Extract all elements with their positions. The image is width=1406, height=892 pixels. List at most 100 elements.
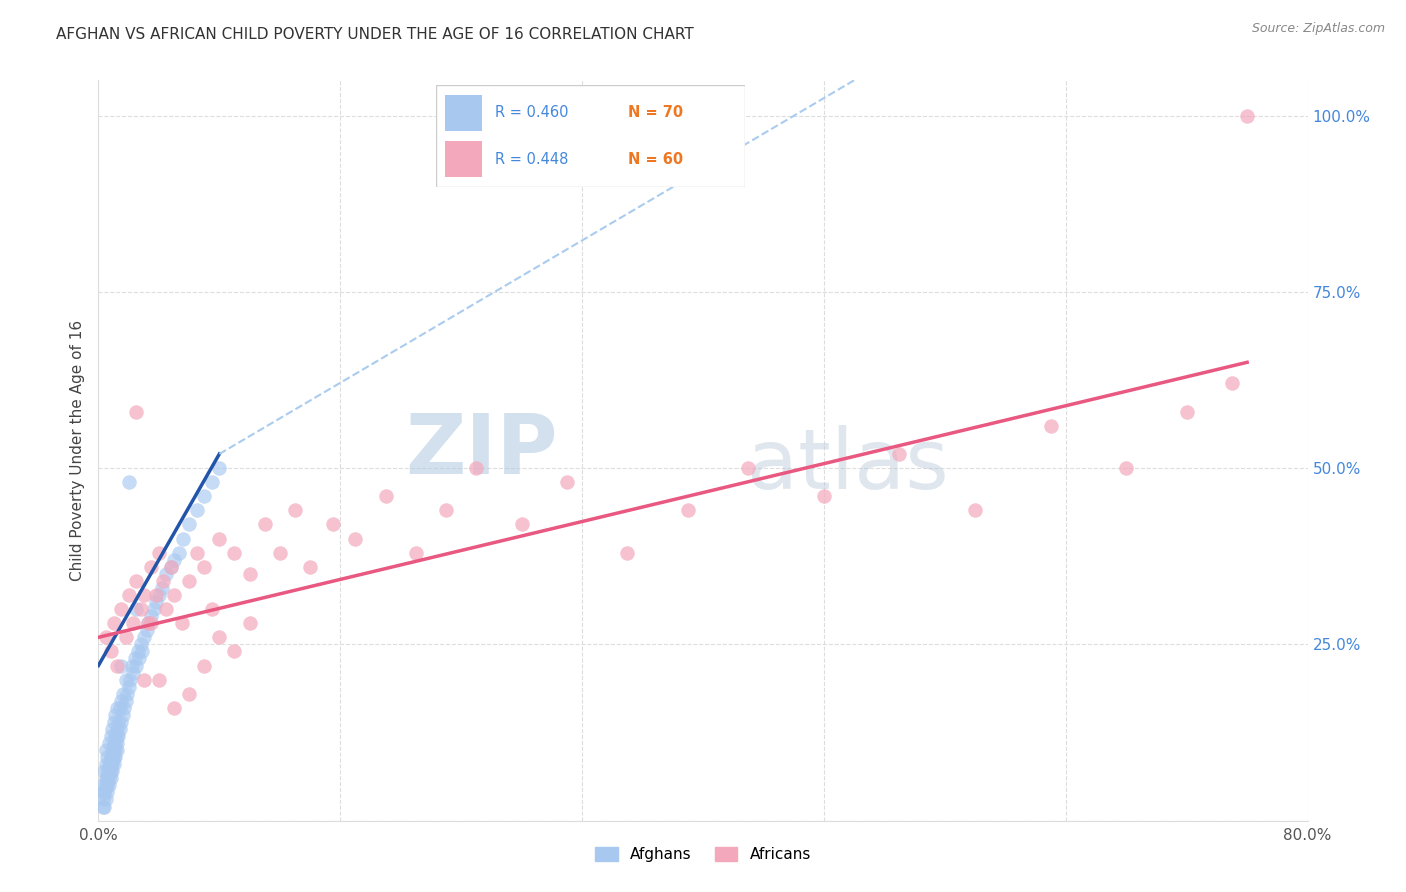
Point	[148, 588, 170, 602]
Text: Source: ZipAtlas.com: Source: ZipAtlas.com	[1251, 22, 1385, 36]
Point	[96, 772, 118, 786]
Point	[122, 665, 145, 680]
Point	[103, 736, 125, 750]
Point	[143, 602, 166, 616]
Point	[98, 772, 121, 786]
Point	[208, 461, 231, 475]
Point	[105, 729, 128, 743]
Point	[269, 546, 291, 560]
Point	[96, 785, 118, 799]
Point	[122, 616, 145, 631]
Point	[148, 546, 170, 560]
Point	[91, 792, 114, 806]
Point	[163, 701, 186, 715]
Point	[94, 743, 117, 757]
Point	[322, 517, 344, 532]
Point	[889, 447, 911, 461]
Point	[155, 602, 177, 616]
Point	[100, 644, 122, 658]
Point	[179, 574, 201, 588]
Point	[103, 714, 125, 729]
Point	[163, 553, 186, 567]
Point	[125, 574, 148, 588]
Point	[813, 489, 835, 503]
FancyBboxPatch shape	[436, 85, 745, 187]
Text: AFGHAN VS AFRICAN CHILD POVERTY UNDER THE AGE OF 16 CORRELATION CHART: AFGHAN VS AFRICAN CHILD POVERTY UNDER TH…	[56, 27, 695, 42]
Point	[179, 517, 201, 532]
Point	[239, 566, 262, 581]
Point	[193, 559, 215, 574]
Point	[98, 736, 121, 750]
Point	[616, 546, 638, 560]
Point	[136, 616, 159, 631]
Point	[104, 750, 127, 764]
Text: N = 60: N = 60	[627, 152, 683, 167]
Point	[118, 588, 141, 602]
Point	[1039, 418, 1062, 433]
Point	[145, 595, 167, 609]
Point	[186, 546, 208, 560]
Point	[208, 532, 231, 546]
Point	[100, 772, 122, 786]
Point	[103, 743, 125, 757]
Point	[118, 680, 141, 694]
Point	[434, 503, 457, 517]
Point	[94, 757, 117, 772]
Point	[132, 673, 155, 687]
Point	[224, 644, 246, 658]
Point	[465, 461, 488, 475]
Point	[101, 722, 124, 736]
Point	[101, 757, 124, 772]
Point	[105, 743, 128, 757]
Bar	[446, 141, 482, 177]
Point	[104, 736, 127, 750]
Point	[193, 489, 215, 503]
Legend: Afghans, Africans: Afghans, Africans	[589, 841, 817, 869]
Point	[96, 764, 118, 779]
Point	[676, 503, 699, 517]
Point	[131, 644, 153, 658]
Point	[110, 694, 132, 708]
Point	[163, 588, 186, 602]
Point	[101, 764, 124, 779]
Point	[344, 532, 367, 546]
Point	[93, 785, 115, 799]
Point	[186, 503, 208, 517]
Point	[127, 644, 149, 658]
Point	[115, 687, 138, 701]
Point	[114, 673, 136, 687]
Point	[100, 764, 122, 779]
Point	[107, 714, 129, 729]
Point	[108, 701, 131, 715]
Point	[101, 743, 124, 757]
Point	[141, 609, 163, 624]
Point	[374, 489, 396, 503]
Point	[179, 687, 201, 701]
Point	[152, 574, 174, 588]
Point	[111, 687, 134, 701]
Point	[98, 778, 121, 792]
Point	[1175, 405, 1198, 419]
Point	[193, 658, 215, 673]
Bar	[446, 95, 482, 131]
Point	[91, 778, 114, 792]
Point	[110, 602, 132, 616]
Point	[253, 517, 276, 532]
Point	[224, 546, 246, 560]
Point	[510, 517, 533, 532]
Point	[208, 630, 231, 644]
Point	[93, 785, 115, 799]
Text: R = 0.460: R = 0.460	[495, 105, 568, 120]
Point	[96, 778, 118, 792]
Point	[160, 559, 183, 574]
Point	[118, 475, 141, 490]
Point	[94, 792, 117, 806]
Point	[284, 503, 307, 517]
Point	[141, 559, 163, 574]
Point	[124, 651, 146, 665]
Point	[94, 772, 117, 786]
Point	[108, 722, 131, 736]
Text: N = 70: N = 70	[627, 105, 683, 120]
Point	[91, 799, 114, 814]
Point	[96, 750, 118, 764]
